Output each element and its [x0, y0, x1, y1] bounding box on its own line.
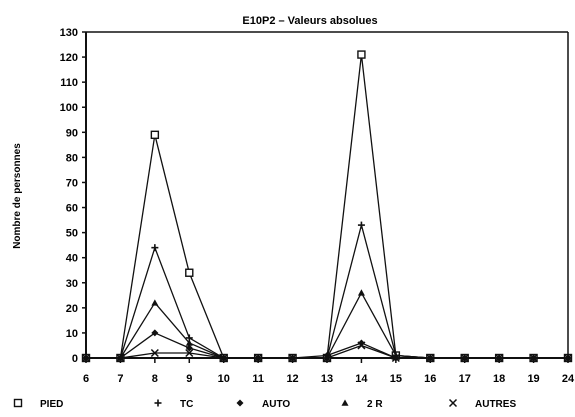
point-auto — [151, 329, 159, 337]
point-autres — [563, 353, 573, 363]
y-tick-label: 50 — [66, 228, 78, 240]
x-tick-label: 18 — [493, 373, 505, 385]
point-autres — [116, 353, 125, 363]
x-tick-label: 24 — [562, 373, 575, 385]
point-autres — [357, 341, 366, 350]
point-autres — [529, 353, 538, 363]
x-tick-label: 17 — [459, 373, 471, 385]
point-pied — [185, 268, 194, 277]
point-2r — [151, 299, 159, 306]
y-tick-label: 80 — [66, 152, 78, 164]
x-tick-label: 10 — [218, 373, 230, 385]
point-autres-b — [254, 353, 263, 363]
x-tick-label: 6 — [83, 373, 89, 385]
x-tick-label: 19 — [527, 373, 539, 385]
y-tick-label: 0 — [72, 353, 78, 365]
point-autres-b — [357, 341, 366, 350]
series-line-tc — [86, 224, 568, 359]
point-autres-b — [185, 348, 194, 358]
legend-label-auto: AUTO — [262, 399, 290, 410]
point-autres-b — [219, 353, 228, 363]
point-autres — [495, 353, 504, 363]
point-autres — [322, 353, 332, 363]
x-tick-label: 13 — [321, 373, 333, 385]
x-tick-label: 7 — [117, 373, 123, 385]
point-autres-b — [529, 353, 538, 363]
point-autres-b — [322, 353, 332, 363]
x-tick-label: 8 — [152, 373, 158, 385]
x-tick-label: 9 — [186, 373, 192, 385]
plot-area: 0 10 20 30 40 50 60 70 80 90 100 110 120 130 6 7 8 9 10 11 1… — [60, 27, 575, 385]
legend-label-autres: AUTRES — [475, 399, 516, 410]
point-2r — [357, 289, 365, 296]
y-tick-label: 40 — [66, 253, 78, 265]
legend-marker-tc — [154, 399, 162, 407]
y-tick-label: 70 — [66, 177, 78, 189]
point-autres-b — [391, 353, 400, 363]
legend-marker-auto — [236, 399, 244, 407]
y-tick-label: 60 — [66, 203, 78, 215]
point-autres — [460, 353, 469, 363]
y-tick-label: 20 — [66, 303, 78, 315]
y-tick-label: 110 — [60, 77, 78, 89]
series-line-pied — [86, 53, 568, 359]
point-autres-b — [150, 348, 159, 358]
point-autres-b — [81, 353, 91, 363]
point-autres — [288, 353, 297, 363]
legend-label-pied: PIED — [40, 399, 63, 410]
point-autres-b — [563, 353, 573, 363]
legend-marker-autres — [448, 398, 458, 408]
x-tick-label: 14 — [355, 373, 368, 385]
point-autres — [185, 348, 194, 358]
x-tick-label: 16 — [424, 373, 436, 385]
point-autres — [150, 348, 159, 358]
legend-marker-pied — [13, 398, 23, 408]
point-autres — [81, 353, 91, 363]
point-auto — [185, 344, 193, 352]
y-tick-label: 90 — [66, 127, 78, 139]
legend: PIED TC AUTO 2 R AUTRES — [13, 398, 516, 410]
point-autres — [219, 353, 228, 363]
y-tick-label: 130 — [60, 27, 78, 39]
point-autres — [426, 353, 435, 363]
point-autres-b — [460, 353, 469, 363]
y-axis-label: Nombre de personnes — [12, 143, 23, 249]
legend-marker-autres-b — [448, 398, 458, 408]
point-autres-b — [426, 353, 435, 363]
point-autres — [254, 353, 263, 363]
y-tick-label: 100 — [60, 102, 78, 114]
point-tc — [151, 244, 159, 252]
legend-label-tc: TC — [180, 399, 193, 410]
x-tick-label: 12 — [286, 373, 298, 385]
point-2r — [185, 339, 193, 346]
point-tc — [357, 221, 365, 229]
x-tick-label: 11 — [252, 373, 264, 385]
point-autres — [391, 353, 400, 363]
point-autres-b — [495, 353, 504, 363]
y-tick-label: 30 — [66, 278, 78, 290]
chart-title: E10P2 – Valeurs absolues — [242, 15, 377, 27]
point-pied — [357, 50, 366, 59]
x-tick-label: 15 — [390, 373, 402, 385]
legend-label-2r: 2 R — [367, 399, 383, 410]
legend-marker-2r — [341, 399, 349, 406]
point-autres-b — [116, 353, 125, 363]
y-tick-label: 10 — [66, 328, 78, 340]
series-line-2r — [86, 292, 568, 359]
y-tick-label: 120 — [60, 52, 78, 64]
point-autres-b — [288, 353, 297, 363]
point-pied — [150, 130, 160, 140]
